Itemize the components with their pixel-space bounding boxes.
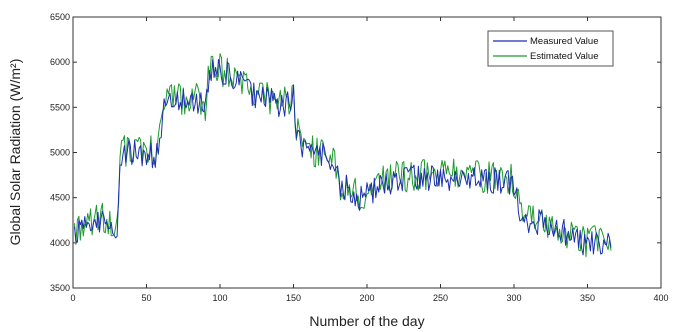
y-tick-label: 3500: [50, 283, 70, 293]
y-tick-label: 5500: [50, 102, 70, 112]
legend: Measured Value Estimated Value: [487, 30, 614, 67]
x-tick-label: 350: [580, 293, 595, 303]
x-tick-label: 0: [70, 293, 75, 303]
x-tick-label: 200: [359, 293, 374, 303]
y-tick-label: 6500: [50, 12, 70, 22]
x-axis-title: Number of the day: [309, 313, 424, 329]
legend-label-estimated: Estimated Value: [530, 51, 598, 62]
x-tick-label: 150: [286, 293, 301, 303]
y-tick-label: 4500: [50, 193, 70, 203]
x-tick-label: 300: [506, 293, 521, 303]
y-tick-label: 6000: [50, 57, 70, 67]
series-line-measured: [74, 59, 612, 256]
y-axis-title: Global Solar Radiation (W/m²): [7, 59, 23, 246]
x-tick-label: 50: [141, 293, 151, 303]
legend-box: [487, 30, 614, 67]
legend-label-measured: Measured Value: [530, 36, 598, 47]
series-line-estimated: [74, 53, 612, 258]
y-tick-label: 4000: [50, 238, 70, 248]
y-tick-label: 5000: [50, 148, 70, 158]
x-tick-label: 400: [653, 293, 668, 303]
x-tick-label: 100: [212, 293, 227, 303]
x-tick-label: 250: [433, 293, 448, 303]
